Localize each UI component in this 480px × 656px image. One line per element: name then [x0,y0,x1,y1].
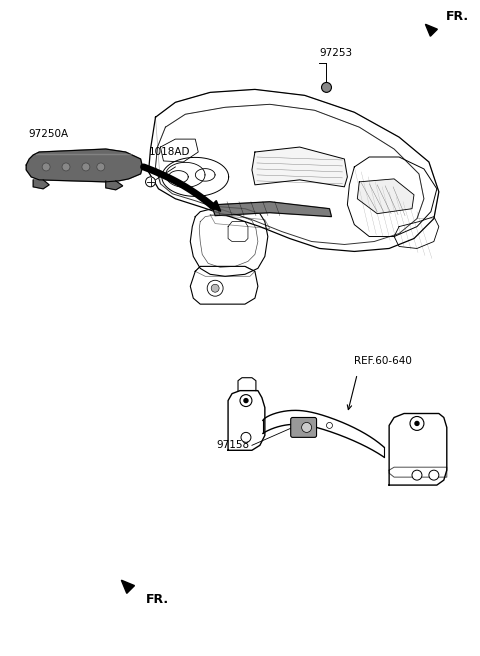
Circle shape [429,470,439,480]
Text: 1018AD: 1018AD [148,147,190,157]
Polygon shape [106,181,123,190]
Polygon shape [210,201,221,211]
Text: FR.: FR. [145,594,168,606]
Circle shape [207,280,223,297]
Polygon shape [357,179,414,214]
Polygon shape [26,149,143,182]
Polygon shape [33,180,49,189]
Text: 97158: 97158 [217,440,250,450]
Circle shape [415,421,419,426]
Circle shape [410,417,424,430]
Polygon shape [238,378,256,390]
Circle shape [145,177,156,187]
Circle shape [97,163,105,171]
Circle shape [326,422,333,428]
Circle shape [241,432,251,442]
Polygon shape [213,202,332,216]
Polygon shape [252,147,348,187]
Polygon shape [263,411,384,457]
Circle shape [62,163,70,171]
Circle shape [301,422,312,432]
Circle shape [244,399,248,403]
Circle shape [240,395,252,407]
Text: 97253: 97253 [320,48,353,58]
Circle shape [82,163,90,171]
Circle shape [211,284,219,292]
Circle shape [412,470,422,480]
Text: 97250A: 97250A [28,129,68,139]
FancyBboxPatch shape [291,417,316,438]
Polygon shape [425,24,437,36]
Text: REF.60-640: REF.60-640 [354,356,412,366]
Circle shape [322,83,332,92]
Text: FR.: FR. [446,10,469,23]
Polygon shape [228,390,265,450]
Circle shape [42,163,50,171]
Polygon shape [389,413,447,485]
Polygon shape [121,580,134,593]
